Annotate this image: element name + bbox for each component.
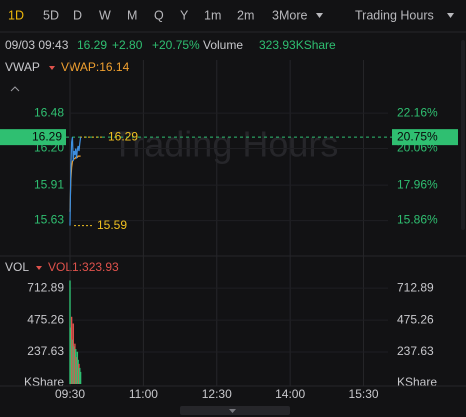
y-tick-label: 712.89 bbox=[27, 280, 64, 294]
dropdown-arrow bbox=[447, 13, 454, 18]
y-tick-label: 237.63 bbox=[397, 344, 434, 358]
session-select[interactable]: Trading Hours bbox=[355, 8, 434, 22]
volume-bar bbox=[79, 367, 81, 384]
price-line bbox=[69, 155, 81, 212]
tab[interactable]: 1D bbox=[8, 8, 24, 22]
quote-price: 16.29 bbox=[77, 38, 107, 52]
price-header: VWAP VWAP:16.14 Trading Hours bbox=[5, 60, 338, 164]
volume-bar bbox=[76, 351, 79, 384]
price-badge-label: 16.29 bbox=[32, 129, 62, 143]
x-tick-label: 12:30 bbox=[202, 387, 232, 401]
y-tick-label: 15.63 bbox=[34, 213, 64, 227]
tab[interactable]: Y bbox=[180, 8, 189, 22]
tab[interactable]: 3More bbox=[272, 8, 307, 22]
volume-bar bbox=[74, 343, 76, 384]
volume-bar bbox=[79, 371, 82, 384]
price-line bbox=[69, 137, 82, 226]
tab[interactable]: 2m bbox=[237, 8, 254, 22]
tab[interactable]: M bbox=[127, 8, 137, 22]
dropdown-arrow bbox=[36, 266, 42, 270]
dropdown-arrow bbox=[316, 13, 323, 18]
y-tick-label: 15.91 bbox=[34, 177, 64, 191]
y-tick-label: 237.63 bbox=[27, 344, 64, 358]
x-tick-label: 14:00 bbox=[275, 387, 305, 401]
tab[interactable]: 1m bbox=[204, 8, 221, 22]
tab[interactable]: D bbox=[73, 8, 82, 22]
scrollbar[interactable] bbox=[180, 406, 290, 415]
y2-tick-label: 22.16% bbox=[397, 105, 438, 119]
high-label: 16.29 bbox=[108, 129, 138, 143]
volume-bar bbox=[69, 280, 71, 384]
pct-badge-label: 20.75% bbox=[397, 129, 438, 143]
x-tick-label: 09:30 bbox=[55, 387, 85, 401]
tab[interactable]: 5D bbox=[43, 8, 59, 22]
watermark: Trading Hours bbox=[112, 124, 339, 165]
indicator-name[interactable]: VOL bbox=[5, 260, 29, 274]
volume-bar bbox=[75, 349, 77, 384]
quote-row: 09/03 09:43 16.29 +2.80 +20.75% Volume 3… bbox=[5, 38, 336, 52]
y2-tick-label: 15.86% bbox=[397, 213, 438, 227]
unit-label: KShare bbox=[397, 375, 437, 389]
indicator-value: VOL1:323.93 bbox=[48, 260, 119, 274]
dropdown-arrow bbox=[49, 66, 55, 70]
side-scrollbar[interactable] bbox=[461, 40, 465, 230]
volume-value: 323.93KShare bbox=[259, 38, 336, 52]
x-tick-label: 15:30 bbox=[349, 387, 379, 401]
y-tick-label: 475.26 bbox=[397, 312, 434, 326]
volume-bar bbox=[78, 363, 80, 384]
volume-bar bbox=[77, 359, 79, 384]
volume-label: Volume bbox=[203, 38, 243, 52]
tab[interactable]: W bbox=[99, 8, 111, 22]
price-badge bbox=[0, 129, 66, 146]
x-tick-label: 11:00 bbox=[129, 387, 158, 401]
indicator-name[interactable]: VWAP bbox=[5, 60, 40, 74]
indicator-value: VWAP:16.14 bbox=[61, 60, 130, 74]
scroll-arrow bbox=[229, 409, 236, 413]
y-tick-label: 16.48 bbox=[34, 105, 64, 119]
quote-time: 09/03 09:43 bbox=[5, 38, 69, 52]
collapse-icon[interactable] bbox=[10, 86, 20, 92]
toolbar: 1D 5D D W M Q Y 1m 2m 3More Trading Hour… bbox=[0, 8, 466, 33]
volume-bar bbox=[75, 357, 78, 384]
volume-bar bbox=[70, 316, 73, 384]
volume-bar bbox=[71, 339, 74, 384]
quote-change: +2.80 bbox=[112, 38, 143, 52]
y2-tick-label: 17.96% bbox=[397, 177, 438, 191]
y-tick-label: 712.89 bbox=[397, 280, 434, 294]
quote-change-pct: +20.75% bbox=[152, 38, 200, 52]
volume-bar bbox=[72, 323, 74, 384]
pct-badge bbox=[392, 129, 458, 146]
low-label: 15.59 bbox=[97, 218, 127, 232]
tab[interactable]: Q bbox=[154, 8, 164, 22]
volume-bar bbox=[70, 327, 72, 384]
volume-bar bbox=[73, 346, 75, 384]
y-tick-label: 475.26 bbox=[27, 312, 64, 326]
